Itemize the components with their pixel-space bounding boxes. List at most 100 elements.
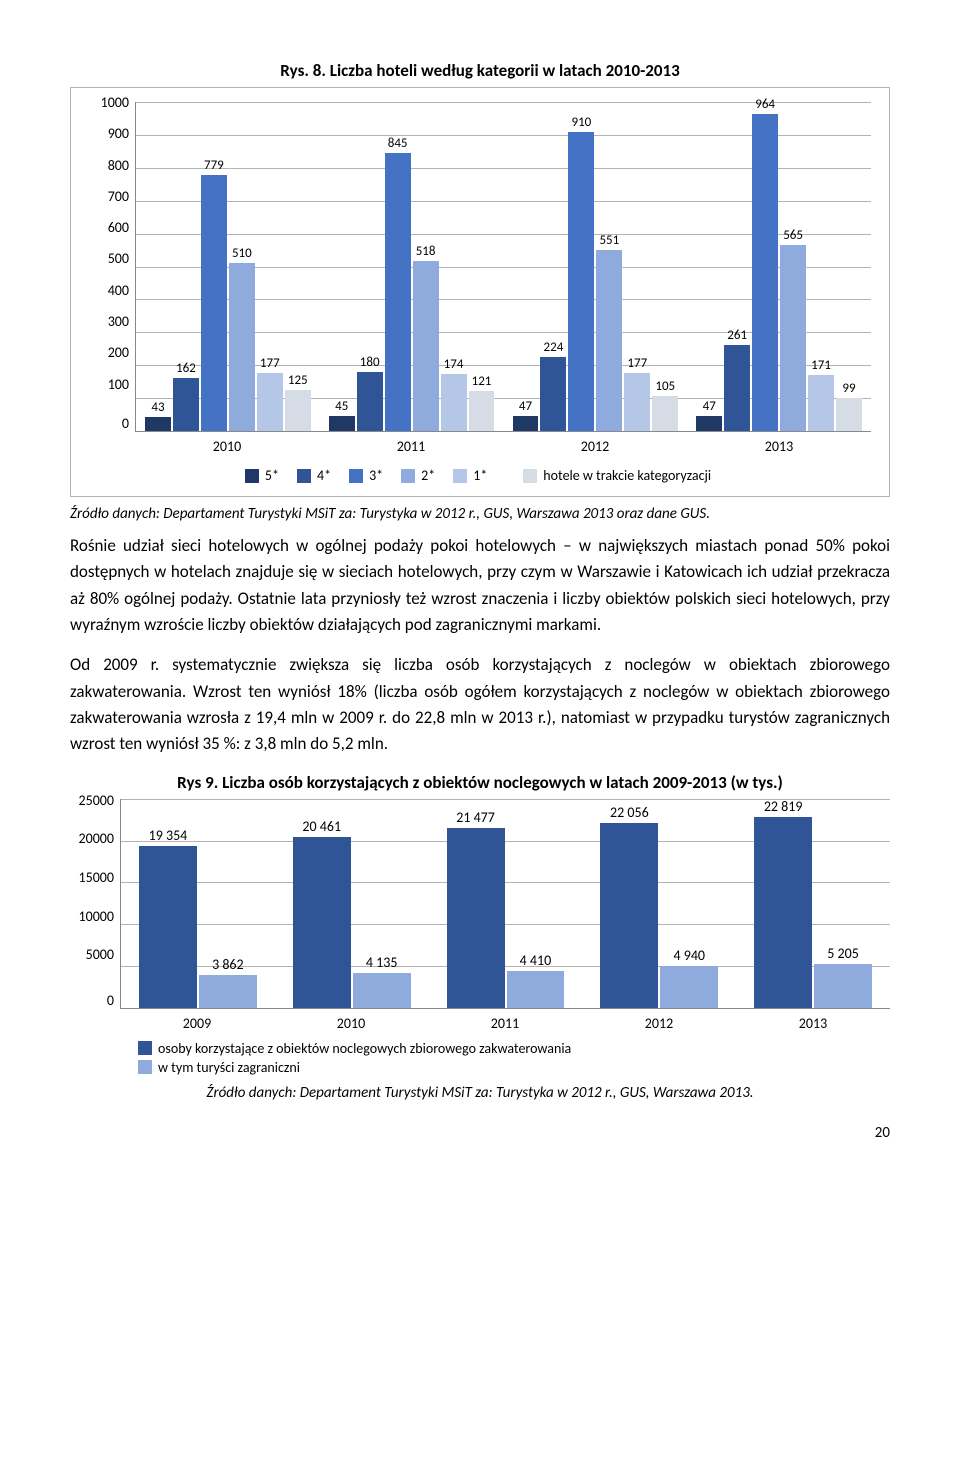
- chart2-y-axis: 2500020000150001000050000: [70, 799, 120, 1009]
- bar: 177: [624, 373, 650, 431]
- bar-value-label: 47: [703, 399, 716, 414]
- legend-swatch: [401, 469, 415, 483]
- bar-group: 43162779510177125: [136, 102, 320, 431]
- x-tick-label: 2011: [428, 1009, 582, 1032]
- legend-swatch: [138, 1041, 152, 1055]
- bar: 174: [441, 374, 467, 431]
- bar-value-label: 105: [655, 379, 675, 394]
- bar: 551: [596, 250, 622, 431]
- y-tick: 0: [70, 992, 120, 1009]
- bar: 224: [540, 357, 566, 431]
- chart2-plot: 19 3543 86220 4614 13521 4774 41022 0564…: [120, 799, 890, 1009]
- legend-label: 1*: [473, 467, 487, 484]
- bar: 20 461: [293, 837, 351, 1008]
- bar-value-label: 47: [519, 399, 532, 414]
- bar: 910: [568, 132, 594, 431]
- x-tick-label: 2010: [274, 1009, 428, 1032]
- bar-value-label: 20 461: [302, 818, 341, 835]
- bar-value-label: 518: [416, 244, 436, 259]
- bar: 22 819: [754, 817, 812, 1008]
- bar-value-label: 261: [727, 328, 747, 343]
- bar: 518: [413, 261, 439, 431]
- bar: 5 205: [814, 964, 872, 1008]
- bar-value-label: 224: [544, 340, 564, 355]
- bar-value-label: 565: [783, 228, 803, 243]
- paragraph-2: Od 2009 r. systematycznie zwiększa się l…: [70, 652, 890, 757]
- x-tick-label: 2013: [736, 1009, 890, 1032]
- legend-label: 4*: [317, 467, 331, 484]
- bar: 177: [257, 373, 283, 431]
- bar: 22 056: [600, 823, 658, 1007]
- y-tick: 300: [85, 313, 135, 344]
- y-tick: 700: [85, 188, 135, 219]
- bar: 45: [329, 416, 355, 431]
- page-number: 20: [70, 1112, 890, 1142]
- chart2-plot-area: 2500020000150001000050000 19 3543 86220 …: [70, 799, 890, 1009]
- legend-item: hotele w trakcie kategoryzacji: [523, 467, 711, 484]
- chart1-bars: 4316277951017712545180845518174121472249…: [136, 102, 871, 431]
- bar-value-label: 845: [388, 136, 408, 151]
- y-tick: 400: [85, 282, 135, 313]
- chart1-y-axis: 10009008007006005004003002001000: [85, 102, 135, 432]
- bar: 105: [652, 396, 678, 431]
- bar: 19 354: [139, 846, 197, 1008]
- bar-value-label: 4 410: [520, 952, 552, 969]
- legend-label: 5*: [265, 467, 279, 484]
- bar-value-label: 964: [755, 97, 775, 112]
- y-tick: 0: [85, 415, 135, 432]
- legend-item: 4*: [297, 467, 331, 484]
- bar: 510: [229, 263, 255, 431]
- bar: 47: [696, 416, 722, 431]
- bar-group: 22 0564 940: [582, 799, 736, 1008]
- x-tick-label: 2009: [120, 1009, 274, 1032]
- y-tick: 200: [85, 344, 135, 375]
- bar-value-label: 22 819: [764, 798, 803, 815]
- bar: 4 940: [660, 966, 718, 1007]
- bar-value-label: 177: [627, 356, 647, 371]
- bar-value-label: 121: [472, 374, 492, 389]
- bar: 964: [752, 114, 778, 431]
- legend-swatch: [297, 469, 311, 483]
- bar-value-label: 551: [599, 233, 619, 248]
- bar-value-label: 99: [842, 381, 855, 396]
- chart2-x-labels: 20092010201120122013: [120, 1009, 890, 1032]
- y-tick: 900: [85, 125, 135, 156]
- legend-label: 2*: [421, 467, 435, 484]
- bar: 180: [357, 372, 383, 431]
- bar: 162: [173, 378, 199, 431]
- x-tick-label: 2011: [319, 432, 503, 455]
- bar-value-label: 45: [335, 399, 348, 414]
- bar: 779: [201, 175, 227, 431]
- chart1-plot: 4316277951017712545180845518174121472249…: [135, 102, 871, 432]
- legend-swatch: [245, 469, 259, 483]
- legend-item: 1*: [453, 467, 487, 484]
- chart2-caption: Źródło danych: Departament Turystyki MSi…: [70, 1084, 890, 1102]
- y-tick: 600: [85, 219, 135, 250]
- bar-value-label: 174: [444, 357, 464, 372]
- bar-group: 45180845518174121: [320, 102, 504, 431]
- bar: 43: [145, 417, 171, 431]
- chart1-legend: 5* 4* 3* 2* 1* hotele w trakcie kategoryzacji: [85, 455, 871, 488]
- chart2-container: 2500020000150001000050000 19 3543 86220 …: [70, 799, 890, 1076]
- y-tick: 15000: [70, 869, 120, 908]
- bar-value-label: 21 477: [456, 809, 495, 826]
- bar-group: 47224910551177105: [504, 102, 688, 431]
- legend-label: w tym turyści zagraniczni: [158, 1059, 300, 1076]
- y-tick: 1000: [85, 94, 135, 125]
- bar-group: 47 261 964 565 171 99: [687, 102, 871, 431]
- y-tick: 100: [85, 376, 135, 407]
- bar-value-label: 180: [360, 355, 380, 370]
- legend-label: osoby korzystające z obiektów noclegowyc…: [158, 1040, 571, 1057]
- legend-label: hotele w trakcie kategoryzacji: [543, 467, 711, 484]
- bar-value-label: 43: [151, 400, 164, 415]
- y-tick: 20000: [70, 830, 120, 869]
- bar: 3 862: [199, 975, 257, 1007]
- bar-value-label: 125: [288, 373, 308, 388]
- bar-value-label: 177: [260, 356, 280, 371]
- legend-label: 3*: [369, 467, 383, 484]
- bar-value-label: 779: [204, 158, 224, 173]
- bar-value-label: 171: [811, 358, 831, 373]
- bar: 171: [808, 375, 834, 431]
- bar-value-label: 5 205: [827, 945, 859, 962]
- bar: 4 410: [507, 971, 565, 1008]
